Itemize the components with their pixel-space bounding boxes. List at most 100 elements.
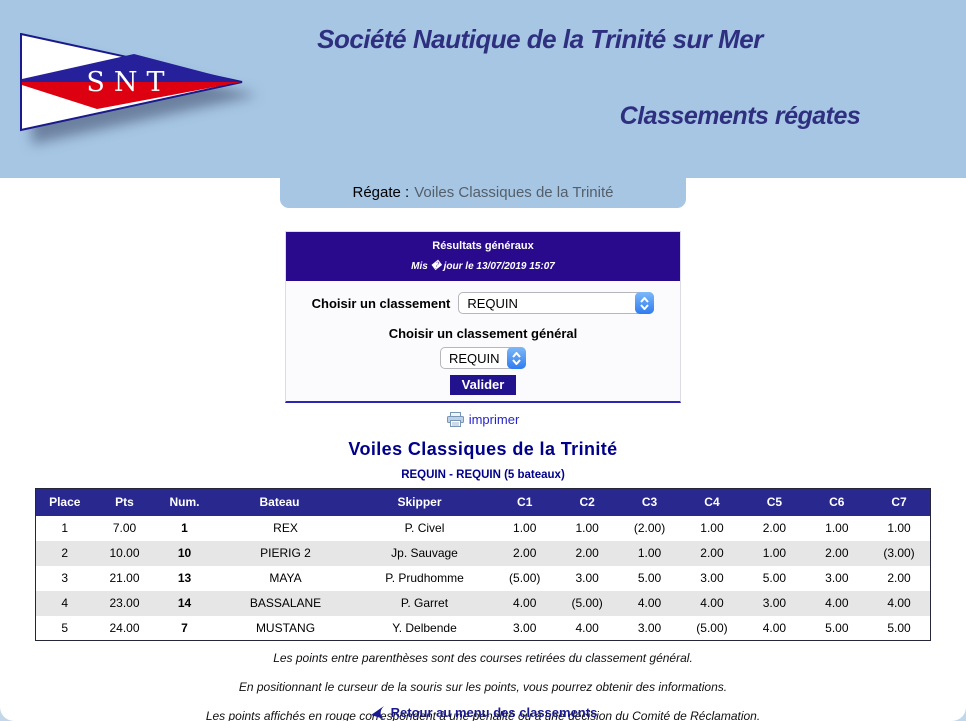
cell-place: 4 bbox=[61, 596, 69, 610]
cell-c1: 1.00 bbox=[513, 521, 537, 535]
cell-skipper[interactable]: P. Garret bbox=[400, 596, 449, 610]
cell-place: 2 bbox=[61, 546, 69, 560]
col-header-skipper: Skipper bbox=[345, 488, 494, 516]
col-header-c4: C4 bbox=[680, 488, 744, 516]
cell-num: 1 bbox=[181, 521, 188, 535]
site-subtitle: Classements régates bbox=[619, 102, 861, 130]
table-row: 4 23.00 14 BASSALANE P. Garret 4.00 (5.0… bbox=[35, 590, 931, 616]
cell-c1: (5.00) bbox=[509, 571, 541, 585]
table-row: 3 21.00 13 MAYA P. Prudhomme (5.00) 3.00… bbox=[36, 566, 931, 591]
col-header-c2: C2 bbox=[555, 488, 619, 516]
cell-pts: 21.00 bbox=[109, 571, 140, 585]
regate-label: Régate : bbox=[352, 184, 410, 201]
cell-place: 5 bbox=[61, 620, 69, 635]
footnotes: Les points entre parenthèses sont des co… bbox=[0, 651, 966, 721]
cell-c6: 1.00 bbox=[825, 521, 849, 535]
classement-select-label: Choisir un classement bbox=[311, 295, 451, 311]
cell-num: 13 bbox=[177, 571, 192, 585]
cell-c2: 4.00 bbox=[575, 620, 599, 635]
snt-pennant-logo-icon: SNT bbox=[20, 33, 243, 132]
cell-c5: 1.00 bbox=[762, 546, 787, 560]
cell-c4: (5.00) bbox=[696, 620, 728, 635]
cell-c2: (5.00) bbox=[571, 596, 603, 610]
cell-c3: 3.00 bbox=[637, 620, 662, 635]
cell-bateau: MUSTANG bbox=[255, 620, 316, 635]
cell-bateau: MAYA bbox=[269, 571, 302, 585]
cell-c5: 3.00 bbox=[762, 596, 787, 610]
valider-button[interactable]: Valider bbox=[449, 375, 517, 395]
cell-pts: 23.00 bbox=[109, 596, 140, 610]
form-updated-date: Mis � jour le 13/07/2019 15:07 bbox=[411, 261, 555, 272]
classement-general-select-value: REQUIN bbox=[449, 350, 500, 366]
logo-text: SNT bbox=[86, 67, 173, 98]
cell-skipper[interactable]: Y. Delbende bbox=[392, 620, 457, 635]
cell-c4: 4.00 bbox=[700, 596, 724, 610]
cell-c4: 3.00 bbox=[700, 571, 724, 585]
cell-c6: 5.00 bbox=[825, 620, 849, 635]
cell-c7: (3.00) bbox=[883, 546, 915, 560]
cell-c5: 5.00 bbox=[762, 571, 787, 585]
cell-c7: 2.00 bbox=[887, 571, 911, 585]
col-header-c6: C6 bbox=[805, 488, 869, 516]
classement-general-select-label: Choisir un classement général bbox=[388, 326, 578, 341]
table-header-row: Place Pts Num. Bateau Skipper C1 C2 C3 C… bbox=[35, 488, 931, 516]
classement-general-select[interactable]: REQUIN bbox=[440, 347, 526, 369]
printer-icon bbox=[446, 412, 464, 427]
col-header-c3: C3 bbox=[618, 488, 681, 516]
cell-c6: 2.00 bbox=[825, 546, 849, 560]
back-arrow-icon bbox=[370, 706, 384, 719]
form-title: Résultats généraux bbox=[432, 240, 534, 252]
results-subtitle: REQUIN - REQUIN (5 bateaux) bbox=[401, 469, 565, 481]
cell-c4: 1.00 bbox=[700, 521, 724, 535]
cell-c6: 3.00 bbox=[825, 571, 849, 585]
col-header-c1: C1 bbox=[493, 488, 556, 516]
print-link-label: imprimer bbox=[468, 412, 520, 427]
cell-c7: 4.00 bbox=[887, 596, 911, 610]
select-stepper-icon bbox=[635, 292, 655, 314]
results-title: Voiles Classiques de la Trinité bbox=[348, 439, 618, 459]
cell-pts: 10.00 bbox=[109, 546, 140, 560]
header-band: SNT Société Nautique de la Trinité sur M… bbox=[0, 0, 966, 178]
cell-pts: 7.00 bbox=[112, 521, 137, 535]
col-header-bateau: Bateau bbox=[213, 488, 346, 516]
cell-c2: 2.00 bbox=[575, 546, 599, 560]
classement-select[interactable]: REQUIN bbox=[458, 292, 655, 314]
print-link[interactable]: imprimer bbox=[446, 412, 520, 427]
cell-skipper[interactable]: P. Prudhomme bbox=[385, 571, 464, 585]
cell-skipper[interactable]: Jp. Sauvage bbox=[391, 546, 458, 560]
classement-select-value: REQUIN bbox=[467, 295, 518, 311]
footnote: Les points entre parenthèses sont des co… bbox=[273, 651, 693, 665]
cell-num: 14 bbox=[177, 596, 192, 610]
cell-bateau: PIERIG 2 bbox=[260, 546, 311, 560]
select-stepper-icon bbox=[507, 347, 526, 369]
cell-pts: 24.00 bbox=[109, 620, 140, 635]
form-header: Résultats généraux Mis � jour le 13/07/2… bbox=[286, 232, 680, 281]
regate-bar: Régate : Voiles Classiques de la Trinité bbox=[280, 178, 686, 208]
cell-skipper[interactable]: P. Civel bbox=[404, 521, 445, 535]
site-title: Société Nautique de la Trinité sur Mer bbox=[317, 24, 763, 54]
cell-num: 10 bbox=[177, 546, 192, 560]
cell-c7: 1.00 bbox=[887, 521, 911, 535]
cell-c6: 4.00 bbox=[825, 596, 849, 610]
cell-num: 7 bbox=[181, 620, 188, 635]
cell-c7: 5.00 bbox=[887, 620, 911, 635]
table-row: 1 7.00 1 REX P. Civel 1.00 1.00 (2.00) 1… bbox=[36, 516, 931, 541]
col-header-num: Num. bbox=[155, 488, 214, 516]
table-row: 5 24.00 7 MUSTANG Y. Delbende 3.00 4.00 … bbox=[36, 616, 931, 641]
col-header-place: Place bbox=[35, 488, 94, 516]
cell-c5: 2.00 bbox=[762, 521, 787, 535]
cell-c3: 1.00 bbox=[637, 546, 662, 560]
cell-c4: 2.00 bbox=[700, 546, 724, 560]
cell-place: 1 bbox=[61, 521, 69, 535]
regate-name: Voiles Classiques de la Trinité bbox=[414, 184, 614, 201]
cell-c1: 4.00 bbox=[513, 596, 537, 610]
back-link-label: Retour au menu des classements bbox=[390, 705, 598, 720]
form-body: Choisir un classement REQUIN Choisir un … bbox=[286, 281, 680, 401]
cell-c2: 3.00 bbox=[575, 571, 599, 585]
cell-c3: 5.00 bbox=[637, 571, 662, 585]
cell-c1: 3.00 bbox=[513, 620, 537, 635]
back-to-menu-link[interactable]: Retour au menu des classements bbox=[369, 705, 598, 721]
cell-c3: (2.00) bbox=[633, 521, 666, 535]
footnote: Les points affichés en rouge corresponde… bbox=[205, 709, 761, 721]
